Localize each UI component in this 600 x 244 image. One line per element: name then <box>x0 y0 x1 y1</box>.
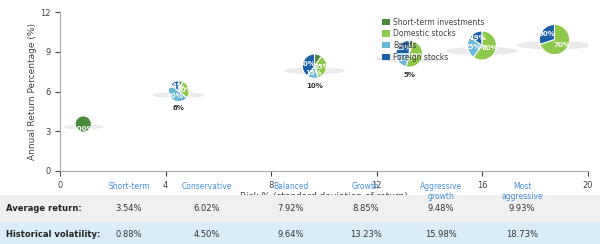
Ellipse shape <box>284 67 345 74</box>
Text: 9.64%: 9.64% <box>278 230 304 239</box>
Text: 0.88%: 0.88% <box>116 230 142 239</box>
Ellipse shape <box>517 41 592 50</box>
Text: Most
aggressive: Most aggressive <box>501 182 543 201</box>
Text: 13.23%: 13.23% <box>350 230 382 239</box>
Ellipse shape <box>63 125 104 129</box>
Text: 3.54%: 3.54% <box>116 204 142 213</box>
Text: 7.92%: 7.92% <box>278 204 304 213</box>
Text: 4.50%: 4.50% <box>194 230 220 239</box>
Text: 18.73%: 18.73% <box>506 230 538 239</box>
Text: Short-term: Short-term <box>108 182 150 191</box>
Text: 8.85%: 8.85% <box>353 204 379 213</box>
Ellipse shape <box>376 55 443 63</box>
Text: Average return:: Average return: <box>6 204 82 213</box>
Text: 15.98%: 15.98% <box>425 230 457 239</box>
Text: Historical volatility:: Historical volatility: <box>6 230 100 239</box>
Bar <box>0 222 600 244</box>
Text: 9.93%: 9.93% <box>509 204 535 213</box>
Y-axis label: Annual Return Percentage (%): Annual Return Percentage (%) <box>28 23 37 160</box>
Text: Balanced: Balanced <box>274 182 308 191</box>
X-axis label: Risk % (standard deviation of return): Risk % (standard deviation of return) <box>240 192 408 201</box>
Text: Aggressive
growth: Aggressive growth <box>420 182 462 201</box>
Text: 9.48%: 9.48% <box>428 204 454 213</box>
Text: Conservative: Conservative <box>182 182 232 191</box>
Ellipse shape <box>446 47 518 55</box>
Ellipse shape <box>152 92 205 98</box>
Bar <box>0 195 600 222</box>
Legend: Short-term investments, Domestic stocks, Bonds, Foreign stocks: Short-term investments, Domestic stocks,… <box>380 16 486 63</box>
Text: Growth: Growth <box>352 182 380 191</box>
Text: 6.02%: 6.02% <box>194 204 220 213</box>
